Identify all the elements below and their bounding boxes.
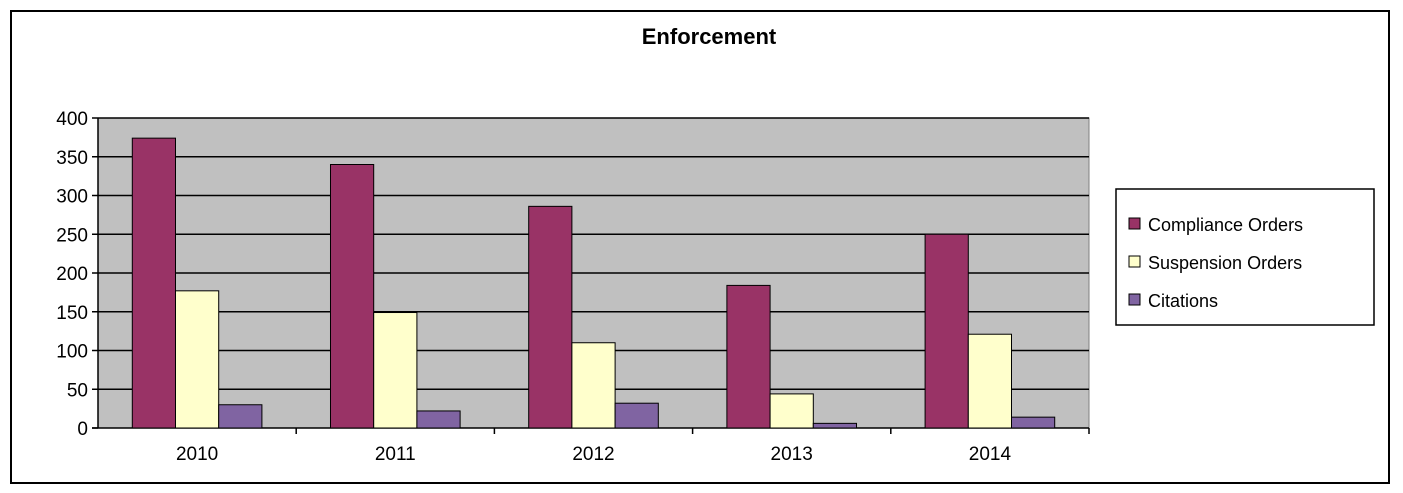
bar — [373, 312, 418, 429]
y-tick-label: 300 — [56, 187, 88, 208]
chart: Enforcement 0 50 100 150 200 250 300 350 400 2010… — [56, 24, 1375, 465]
x-tick-label: 2014 — [969, 444, 1012, 465]
bar — [416, 410, 461, 429]
bar — [924, 233, 969, 429]
bar — [174, 290, 220, 429]
legend-swatch — [1128, 293, 1141, 306]
bar — [812, 422, 858, 429]
y-tick-label: 0 — [77, 419, 88, 440]
y-tick-label: 400 — [56, 109, 88, 130]
bar — [769, 393, 814, 429]
x-tick-label: 2010 — [176, 444, 218, 465]
legend: Compliance Orders Suspension Orders Citati… — [1115, 188, 1375, 326]
y-tick-label: 250 — [56, 225, 88, 246]
bar — [726, 284, 771, 429]
bar — [131, 137, 176, 429]
chart-title: Enforcement — [642, 24, 777, 49]
y-tick-label: 100 — [56, 342, 88, 363]
legend-swatch — [1128, 255, 1141, 268]
bar — [571, 342, 616, 429]
bar — [1011, 416, 1056, 429]
legend-box — [1115, 188, 1375, 326]
legend-label: Suspension Orders — [1148, 253, 1302, 273]
x-tick-label: 2011 — [375, 444, 416, 465]
y-tick-label: 350 — [56, 148, 88, 169]
y-tick-label: 150 — [56, 303, 88, 324]
bar — [614, 402, 659, 429]
x-tick-label: 2013 — [771, 444, 813, 465]
y-tick-label: 200 — [56, 264, 88, 285]
chart-frame: Enforcement 0 50 100 150 200 250 300 350 400 2010… — [10, 10, 1390, 484]
legend-label: Compliance Orders — [1148, 215, 1303, 235]
y-tick-label: 50 — [67, 380, 88, 401]
plot-area: 0 50 100 150 200 250 300 350 400 2010 2011 2012 2013… — [56, 109, 1090, 465]
bar — [329, 164, 375, 429]
legend-label: Citations — [1148, 291, 1218, 311]
bar — [218, 404, 263, 429]
bar — [967, 333, 1013, 429]
legend-swatch — [1128, 217, 1141, 230]
bar — [528, 205, 573, 429]
x-tick-label: 2012 — [572, 444, 614, 465]
